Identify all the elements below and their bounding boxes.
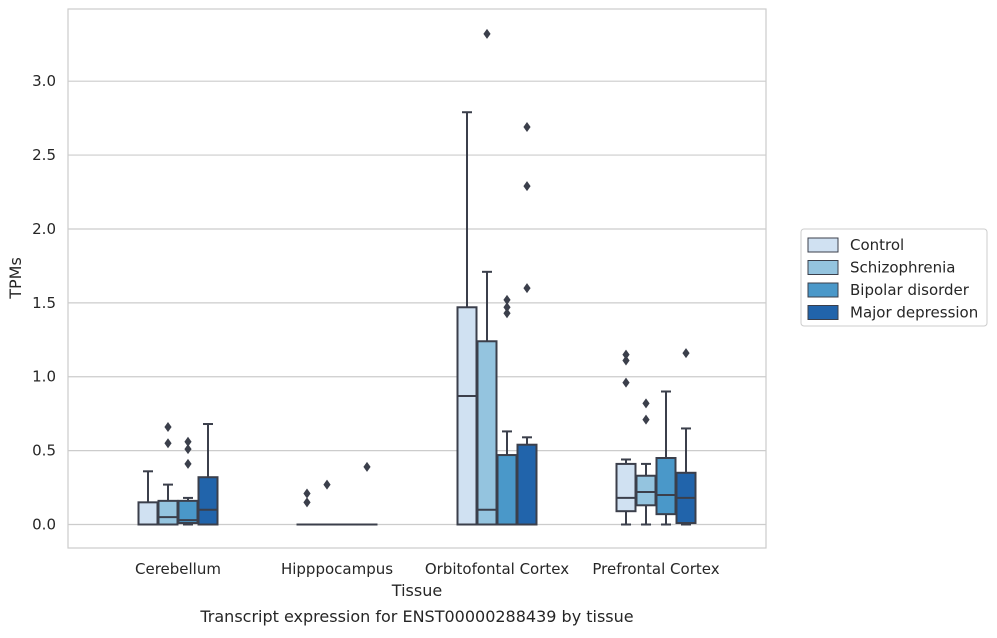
y-tick-label: 1.0: [32, 368, 56, 386]
x-tick-label: Orbitofontal Cortex: [425, 560, 569, 578]
box-iqr: [657, 458, 676, 514]
box-schizophrenia: [318, 480, 337, 525]
outlier-point: [164, 422, 171, 432]
box-control: [617, 350, 636, 525]
box-iqr: [159, 501, 178, 525]
outlier-point: [523, 122, 530, 132]
y-tick-label: 0.5: [32, 442, 56, 460]
legend-swatch: [808, 283, 838, 297]
legend-label: Schizophrenia: [850, 259, 955, 277]
outlier-point: [622, 350, 629, 360]
box-iqr: [458, 307, 477, 524]
box-bipolar-disorder: [657, 392, 676, 525]
box-iqr: [518, 445, 537, 525]
box-iqr: [617, 464, 636, 511]
box-schizophrenia: [637, 398, 656, 524]
outlier-point: [483, 29, 490, 39]
box-schizophrenia: [159, 422, 178, 525]
box-major-depression: [199, 424, 218, 524]
box-bipolar-disorder: [179, 437, 198, 525]
box-control: [298, 488, 317, 524]
legend-label: Control: [850, 236, 904, 254]
outlier-point: [323, 480, 330, 490]
legend-swatch: [808, 261, 838, 275]
box-major-depression: [358, 462, 377, 525]
outlier-point: [523, 181, 530, 191]
box-iqr: [478, 341, 497, 524]
box-major-depression: [677, 348, 696, 524]
outlier-point: [164, 438, 171, 448]
legend-swatch: [808, 238, 838, 252]
outlier-point: [642, 398, 649, 408]
outlier-point: [303, 488, 310, 498]
y-tick-label: 2.5: [32, 146, 56, 164]
legend-swatch: [808, 306, 838, 320]
box-control: [139, 471, 158, 524]
outlier-point: [184, 437, 191, 447]
x-tick-label: Prefrontal Cortex: [592, 560, 719, 578]
outlier-point: [642, 415, 649, 425]
box-iqr: [139, 502, 158, 524]
figure-caption: Transcript expression for ENST0000028843…: [199, 607, 633, 626]
y-tick-label: 3.0: [32, 72, 56, 90]
y-tick-label: 0.0: [32, 516, 56, 534]
box-control: [458, 112, 477, 524]
legend-label: Major depression: [850, 304, 978, 322]
box-iqr: [199, 477, 218, 524]
box-iqr: [637, 476, 656, 506]
outlier-point: [184, 459, 191, 469]
legend-label: Bipolar disorder: [850, 281, 970, 299]
y-tick-label: 2.0: [32, 220, 56, 238]
outlier-point: [682, 348, 689, 358]
y-axis-label: TPMs: [6, 257, 25, 300]
x-tick-label: Hipppocampus: [281, 560, 393, 578]
y-tick-label: 1.5: [32, 294, 56, 312]
outlier-point: [622, 378, 629, 388]
outlier-point: [363, 462, 370, 472]
x-tick-label: Cerebellum: [135, 560, 221, 578]
outlier-point: [523, 283, 530, 293]
outlier-point: [303, 497, 310, 507]
box-bipolar-disorder: [498, 295, 517, 525]
box-major-depression: [518, 122, 537, 524]
box-iqr: [498, 455, 517, 524]
legend: Control Schizophrenia Bipolar disorder Majo…: [801, 229, 987, 326]
x-axis-label: Tissue: [391, 581, 442, 600]
box-schizophrenia: [478, 29, 497, 525]
